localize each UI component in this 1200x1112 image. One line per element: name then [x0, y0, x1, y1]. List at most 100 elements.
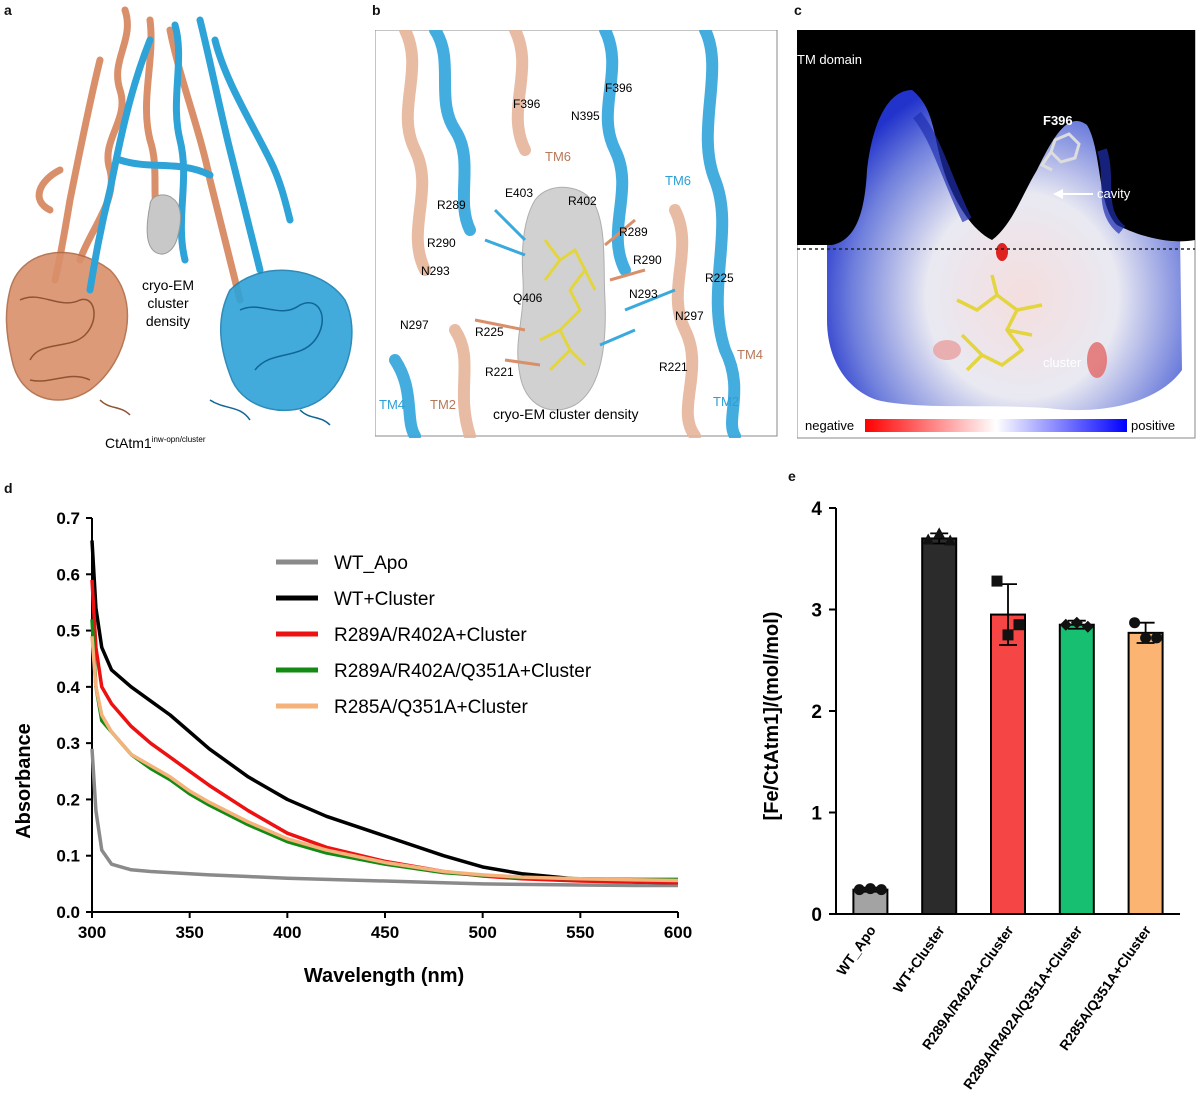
absorbance-y-axis-label: Absorbance [13, 723, 35, 839]
panel-label-c: c [794, 2, 802, 18]
y-tick-label: 4 [811, 499, 822, 520]
data-point [991, 575, 1003, 587]
density-caption: cryo-EM cluster density [493, 406, 638, 422]
panel-label-b: b [372, 2, 381, 18]
cavity-label: cavity [1097, 186, 1131, 201]
f396-stick [1039, 132, 1081, 172]
data-point [933, 527, 946, 539]
bar-1 [921, 537, 958, 915]
y-tick-label: 0.6 [56, 565, 80, 584]
scale-negative-label: negative [805, 418, 854, 433]
chain-blue-ribbon [86, 16, 294, 294]
panel-label-d: d [4, 480, 13, 496]
x-tick-label: 600 [664, 923, 692, 942]
label-tm6-left: TM6 [545, 149, 571, 164]
label-n293-right: N293 [629, 287, 658, 301]
cavity-arrowhead [1053, 189, 1063, 199]
cryo-em-density-blob [146, 194, 181, 255]
legend-label-2: R289A/R402A+Cluster [334, 625, 527, 646]
density-label-line1: cryo-EM [142, 277, 194, 293]
x-category-label-0: WT_Apo [833, 923, 879, 979]
label-n395: N395 [571, 109, 600, 123]
label-tm4-left: TM4 [379, 397, 405, 412]
data-point [1140, 632, 1152, 644]
charge-color-scale [865, 419, 1127, 432]
y-tick-label: 0.4 [56, 678, 80, 697]
y-tick-label: 3 [811, 601, 822, 622]
label-tm2-left: TM2 [430, 397, 456, 412]
y-tick-label: 0.0 [56, 903, 80, 922]
series-line-4 [90, 636, 679, 883]
data-point [1002, 629, 1014, 641]
x-tick-label: 500 [468, 923, 496, 942]
helices-blue [389, 30, 741, 438]
x-tick-label: 350 [175, 923, 203, 942]
chain-tan-detail [19, 296, 131, 416]
cluster-sticks [539, 239, 597, 372]
label-r225-right: R225 [705, 271, 734, 285]
y-tick-label: 0 [811, 905, 822, 926]
label-e403: E403 [505, 186, 533, 200]
caption-main: CtAtm1 [105, 435, 152, 451]
data-point [875, 884, 887, 896]
data-point [1151, 632, 1163, 644]
label-r289-right: R289 [619, 225, 648, 239]
panel-label-e: e [788, 468, 796, 484]
x-tick-label: 550 [566, 923, 594, 942]
label-q406: Q406 [513, 291, 543, 305]
panel-label-a: a [4, 2, 12, 18]
residue-sticks [474, 208, 676, 367]
x-tick-label: 450 [371, 923, 399, 942]
y-tick-label: 2 [811, 702, 822, 723]
label-r225-left: R225 [475, 325, 504, 339]
y-tick-label: 1 [811, 804, 822, 825]
panel-a-structure: cryo-EM cluster density CtAtm1inw-opn/cl… [5, 6, 353, 451]
density-surface [517, 186, 606, 411]
legend-label-3: R289A/R402A/Q351A+Cluster [334, 661, 592, 682]
caption-superscript: inw-opn/cluster [152, 435, 206, 444]
panel-c-electrostatics: TM domain F396 cavity cluster negative p… [797, 30, 1196, 439]
legend-label-0: WT_Apo [334, 553, 408, 574]
chain-blue-detail [209, 302, 331, 426]
absorbance-chart: Absorbance Wavelength (nm) 300 350 400 450 5… [13, 509, 692, 987]
label-n297-right: N297 [675, 309, 704, 323]
data-point [1129, 617, 1141, 629]
series-line-3 [90, 619, 678, 882]
density-label-line3: density [146, 313, 190, 329]
label-f396-left: F396 [513, 97, 541, 111]
data-point [853, 884, 865, 896]
wavelength-x-axis-label: Wavelength (nm) [304, 965, 464, 987]
label-r289-left: R289 [437, 198, 466, 212]
y-tick-label: 0.3 [56, 734, 80, 753]
label-r221-right: R221 [659, 360, 688, 374]
label-tm2-right: TM2 [713, 394, 739, 409]
label-r290-right: R290 [633, 253, 662, 267]
data-point [1081, 620, 1094, 633]
f396-label: F396 [1043, 113, 1073, 128]
legend-label-1: WT+Cluster [334, 589, 435, 610]
bar-4 [1127, 631, 1164, 915]
tm-domain-label: TM domain [797, 52, 862, 67]
helices-tan [399, 30, 701, 438]
label-n297-left: N297 [400, 318, 429, 332]
label-r402: R402 [568, 194, 597, 208]
label-tm4-right: TM4 [737, 347, 763, 362]
label-tm6-right: TM6 [665, 173, 691, 188]
density-label-line2: cluster [147, 295, 189, 311]
chain-blue-nbd [220, 269, 353, 412]
y-tick-label: 0.1 [56, 847, 80, 866]
y-tick-label: 0.5 [56, 622, 80, 641]
cluster-sticks-c [956, 274, 1043, 372]
label-r221-left: R221 [485, 365, 514, 379]
data-point [944, 534, 957, 546]
series-line-0 [90, 748, 678, 888]
y-tick-label: 0.7 [56, 509, 80, 528]
label-n293-left: N293 [421, 264, 450, 278]
data-point [1070, 616, 1083, 629]
data-point [864, 883, 876, 895]
legend-label-4: R285A/Q351A+Cluster [334, 697, 528, 718]
bar-2 [990, 613, 1026, 915]
x-category-label-3: R289A/R402A/Q351A+Cluster [960, 922, 1086, 1092]
x-tick-label: 300 [78, 923, 106, 942]
series-line-1 [90, 540, 679, 885]
